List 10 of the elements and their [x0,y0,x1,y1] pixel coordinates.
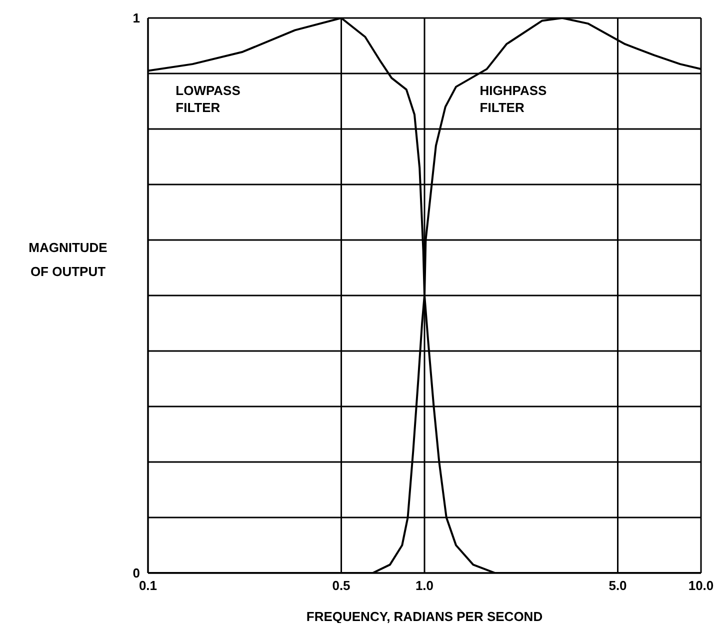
series-label: LOWPASS FILTER [176,82,242,116]
series-label: HIGHPASS FILTER [480,82,548,116]
x-tick-label: 1.0 [415,578,434,594]
x-tick-label: 0.5 [332,578,350,594]
y-tick-label: 1 [132,10,140,26]
x-tick-label: 10.0 [688,578,714,594]
x-tick-label: 0.1 [138,578,158,594]
x-tick-label: 5.0 [608,578,627,594]
y-axis-title: MAGNITUDE OF OUTPUT [28,238,108,280]
y-tick-label: 0 [132,566,140,581]
